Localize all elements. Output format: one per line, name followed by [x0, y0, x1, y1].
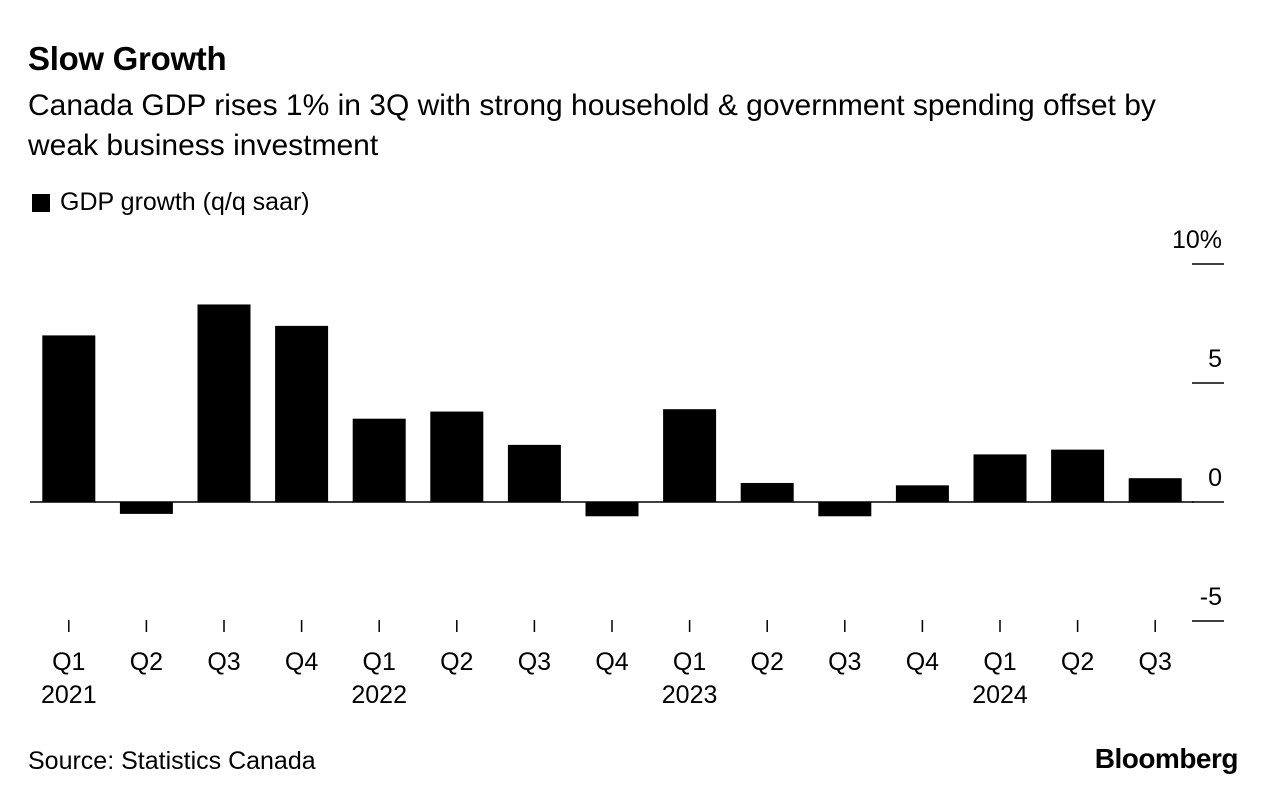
- x-tick-label: Q3: [1139, 648, 1172, 676]
- legend-swatch: [32, 193, 50, 212]
- x-year-label: 2024: [972, 681, 1028, 709]
- source-note: Source: Statistics Canada: [28, 747, 316, 775]
- x-tick-label: Q2: [1061, 648, 1094, 676]
- x-tick-label: Q3: [828, 648, 861, 676]
- bar: [1128, 478, 1182, 502]
- y-tick-label: 10%: [1172, 226, 1222, 254]
- y-tick-label: -5: [1200, 583, 1222, 611]
- bar: [585, 502, 639, 517]
- x-tick-label: Q4: [906, 648, 939, 676]
- legend: GDP growth (q/q saar): [32, 188, 310, 217]
- x-tick-label: Q2: [130, 648, 163, 676]
- bar: [42, 335, 96, 502]
- bar: [973, 454, 1027, 502]
- x-tick-label: Q4: [285, 648, 318, 676]
- chart-subtitle: Canada GDP rises 1% in 3Q with strong ho…: [28, 89, 1156, 162]
- x-tick-label: Q3: [207, 648, 240, 676]
- chart-title: Slow Growth: [28, 40, 227, 77]
- bar: [1051, 449, 1105, 502]
- bar: [663, 409, 717, 502]
- y-tick-label: 0: [1208, 464, 1222, 492]
- bar: [352, 418, 406, 502]
- x-tick-label: Q3: [518, 648, 551, 676]
- x-tick-label: Q1: [983, 648, 1016, 676]
- x-tick-label: Q1: [363, 648, 396, 676]
- x-tick-label: Q1: [673, 648, 706, 676]
- bar: [818, 502, 872, 517]
- x-tick-label: Q2: [751, 648, 784, 676]
- bar: [275, 325, 329, 502]
- bar: [430, 411, 484, 502]
- y-tick-label: 5: [1208, 345, 1222, 373]
- bar: [507, 444, 561, 502]
- bar: [895, 485, 949, 502]
- x-tick-label: Q4: [595, 648, 628, 676]
- bar: [740, 482, 794, 502]
- bar: [197, 304, 251, 502]
- legend-label: GDP growth (q/q saar): [60, 188, 310, 216]
- x-year-label: 2021: [41, 681, 97, 709]
- x-tick-label: Q2: [440, 648, 473, 676]
- x-year-label: 2023: [662, 681, 718, 709]
- brand-logo: Bloomberg: [1094, 743, 1239, 774]
- bar: [119, 502, 173, 514]
- x-tick-label: Q1: [52, 648, 85, 676]
- x-year-label: 2022: [351, 681, 407, 709]
